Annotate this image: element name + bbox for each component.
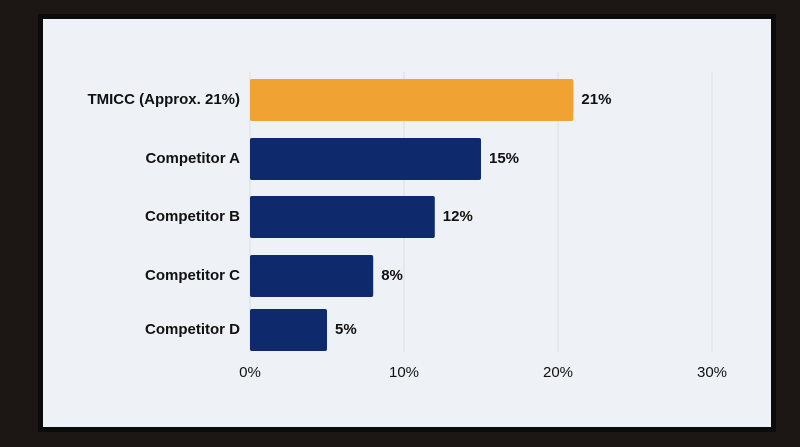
y-tick-label: TMICC (Approx. 21%) — [87, 91, 240, 108]
bar — [250, 196, 435, 238]
x-tick-label: 30% — [697, 364, 727, 381]
value-label: 15% — [489, 150, 519, 167]
y-tick-label: Competitor B — [145, 208, 240, 225]
bar — [250, 138, 481, 180]
bar — [250, 79, 574, 121]
value-label: 12% — [443, 208, 473, 225]
value-label: 5% — [335, 321, 357, 338]
x-tick-label: 20% — [543, 364, 573, 381]
y-tick-label: Competitor A — [146, 150, 241, 167]
x-tick-label: 0% — [239, 364, 261, 381]
bar — [250, 309, 327, 351]
value-label: 8% — [381, 267, 403, 284]
bar — [250, 255, 374, 297]
value-label: 21% — [581, 91, 611, 108]
x-tick-label: 10% — [389, 364, 419, 381]
y-tick-label: Competitor D — [145, 321, 240, 338]
y-tick-label: Competitor C — [145, 267, 240, 284]
